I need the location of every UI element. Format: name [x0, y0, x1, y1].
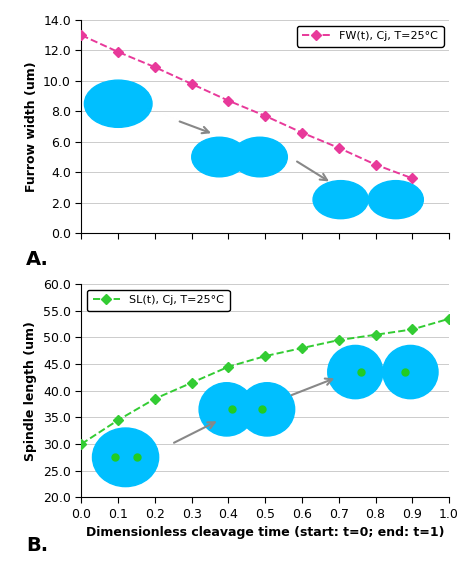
- Y-axis label: Furrow width (um): Furrow width (um): [25, 61, 37, 192]
- Ellipse shape: [92, 428, 159, 486]
- Ellipse shape: [192, 137, 247, 177]
- SL(t), Cj, T=25°C: [336, 337, 342, 344]
- FW(t), Cj, T=25°C: [79, 32, 84, 39]
- Text: A.: A.: [27, 250, 49, 269]
- FW(t), Cj, T=25°C: [373, 161, 378, 168]
- Ellipse shape: [239, 383, 295, 436]
- Ellipse shape: [328, 345, 383, 399]
- SL(t), Cj, T=25°C: [115, 417, 121, 424]
- Ellipse shape: [368, 181, 423, 219]
- SL(t), Cj, T=25°C: [263, 353, 268, 359]
- Ellipse shape: [232, 137, 287, 177]
- FW(t), Cj, T=25°C: [299, 129, 305, 136]
- FW(t), Cj, T=25°C: [410, 175, 415, 182]
- SL(t), Cj, T=25°C: [299, 345, 305, 352]
- Legend: FW(t), Cj, T=25°C: FW(t), Cj, T=25°C: [297, 26, 444, 46]
- FW(t), Cj, T=25°C: [189, 81, 195, 87]
- Ellipse shape: [383, 345, 438, 399]
- SL(t), Cj, T=25°C: [226, 363, 231, 370]
- FW(t), Cj, T=25°C: [336, 145, 342, 151]
- FW(t), Cj, T=25°C: [263, 112, 268, 119]
- Line: FW(t), Cj, T=25°C: FW(t), Cj, T=25°C: [78, 31, 416, 182]
- SL(t), Cj, T=25°C: [410, 326, 415, 333]
- Text: B.: B.: [27, 536, 48, 555]
- Line: SL(t), Cj, T=25°C: SL(t), Cj, T=25°C: [78, 315, 453, 448]
- FW(t), Cj, T=25°C: [115, 49, 121, 56]
- SL(t), Cj, T=25°C: [189, 379, 195, 386]
- SL(t), Cj, T=25°C: [373, 331, 378, 338]
- SL(t), Cj, T=25°C: [152, 395, 158, 402]
- SL(t), Cj, T=25°C: [79, 441, 84, 447]
- FW(t), Cj, T=25°C: [226, 98, 231, 104]
- Legend: SL(t), Cj, T=25°C: SL(t), Cj, T=25°C: [87, 290, 230, 311]
- Ellipse shape: [84, 80, 152, 128]
- Ellipse shape: [313, 181, 368, 219]
- Y-axis label: Spindle length (um): Spindle length (um): [25, 321, 37, 460]
- X-axis label: Dimensionless cleavage time (start: t=0; end: t=1): Dimensionless cleavage time (start: t=0;…: [86, 526, 445, 539]
- Ellipse shape: [199, 383, 254, 436]
- SL(t), Cj, T=25°C: [446, 315, 452, 322]
- FW(t), Cj, T=25°C: [152, 64, 158, 71]
